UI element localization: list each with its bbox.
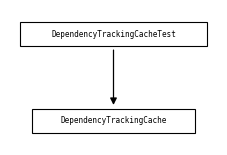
Text: DependencyTrackingCache: DependencyTrackingCache <box>60 116 167 125</box>
Bar <box>32 108 195 133</box>
Text: DependencyTrackingCacheTest: DependencyTrackingCacheTest <box>51 30 176 39</box>
Bar <box>20 22 207 46</box>
